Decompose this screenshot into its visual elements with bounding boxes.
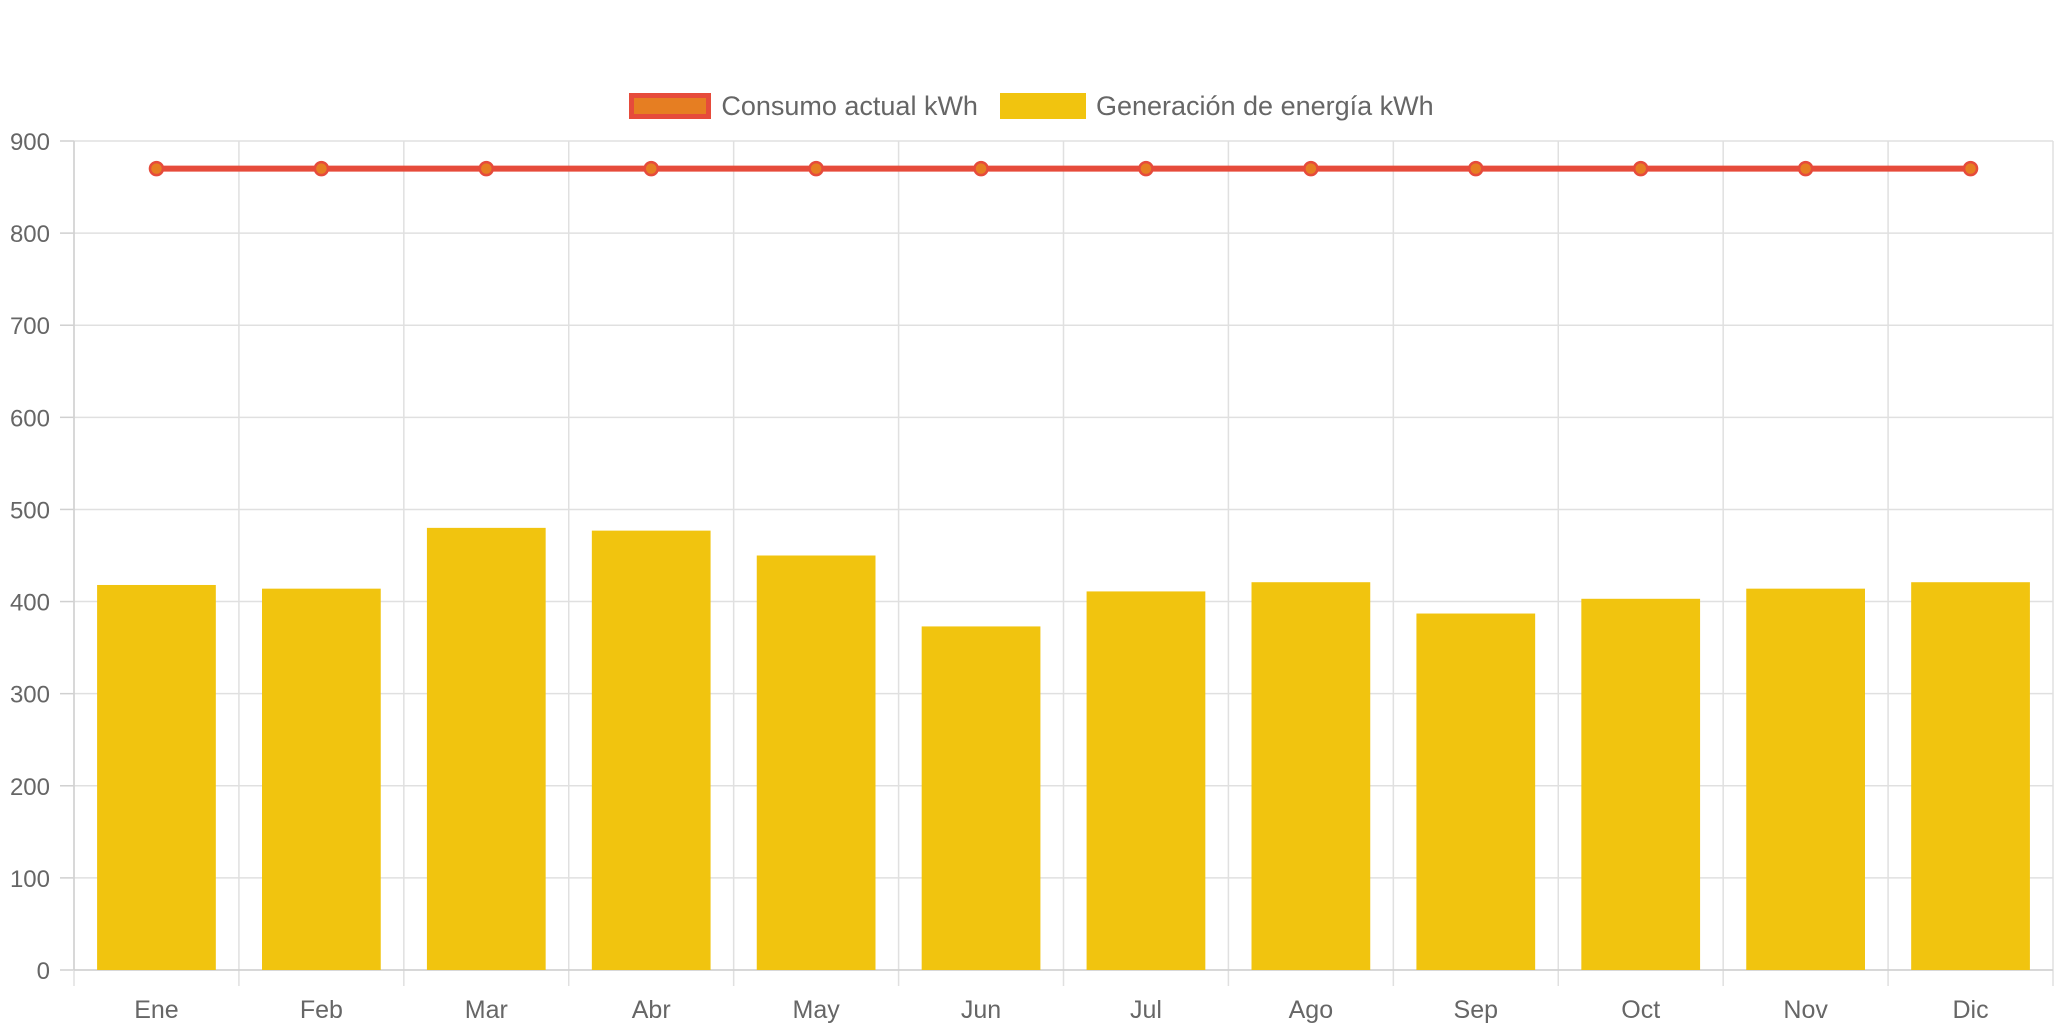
bar	[1911, 582, 2030, 970]
bar	[1581, 598, 1701, 970]
bar	[426, 527, 546, 970]
grid-lines	[60, 140, 2054, 986]
legend-item-generacion[interactable]: Generación de energía kWh	[999, 90, 1434, 122]
y-tick-label: 200	[10, 774, 50, 801]
x-tick-label: Ene	[134, 996, 178, 1024]
axis-labels: 0 100 200 300 400 500 600 700 800 900 Ene Feb Mar Abr…	[10, 129, 1989, 1024]
y-tick-label: 800	[10, 221, 50, 248]
bar-series	[97, 527, 2030, 970]
legend-swatch-line	[629, 93, 712, 119]
bar	[1416, 613, 1536, 970]
line-point	[1468, 160, 1484, 177]
bar	[921, 626, 1041, 970]
bar	[262, 588, 381, 970]
legend-label-consumo: Consumo actual kWh	[721, 90, 978, 121]
line-series	[148, 160, 1979, 177]
x-tick-label: Ago	[1289, 996, 1333, 1024]
x-tick-label: Mar	[465, 996, 508, 1024]
line-point	[808, 160, 824, 177]
x-tick-label: Sep	[1454, 996, 1498, 1024]
bar	[591, 530, 711, 970]
line-point	[1962, 160, 1979, 177]
line-point	[1797, 160, 1814, 177]
bar	[97, 584, 216, 970]
y-tick-label: 600	[10, 405, 50, 432]
x-tick-label: May	[793, 996, 841, 1024]
bar	[1251, 582, 1371, 970]
y-tick-label: 400	[10, 590, 50, 617]
chart-legend: Consumo actual kWh Generación de energía…	[0, 84, 2063, 128]
x-tick-label: Jul	[1130, 996, 1162, 1024]
line-point	[973, 160, 989, 177]
line-point	[478, 160, 495, 177]
y-tick-label: 0	[37, 958, 50, 985]
line-point	[313, 160, 330, 177]
legend-swatch-bar	[999, 93, 1086, 119]
bar	[1746, 588, 1865, 970]
x-tick-label: Feb	[300, 996, 343, 1024]
y-tick-label: 500	[10, 497, 50, 524]
line-point	[643, 160, 659, 177]
x-tick-label: Oct	[1621, 996, 1660, 1024]
bar	[1086, 591, 1206, 970]
legend-label-generacion: Generación de energía kWh	[1095, 90, 1434, 121]
x-tick-label: Jun	[961, 996, 1001, 1024]
bar	[756, 555, 876, 970]
y-tick-label: 700	[10, 313, 50, 340]
y-tick-label: 900	[10, 129, 50, 156]
x-tick-label: Nov	[1783, 996, 1828, 1024]
y-tick-label: 100	[10, 866, 50, 893]
legend-item-consumo[interactable]: Consumo actual kWh	[629, 91, 978, 122]
line-point	[1138, 160, 1154, 177]
line-point	[148, 160, 165, 177]
y-tick-label: 300	[10, 682, 50, 709]
line-point	[1303, 160, 1319, 177]
line-point	[1632, 160, 1649, 177]
x-tick-label: Dic	[1952, 996, 1988, 1024]
x-tick-label: Abr	[632, 996, 671, 1024]
